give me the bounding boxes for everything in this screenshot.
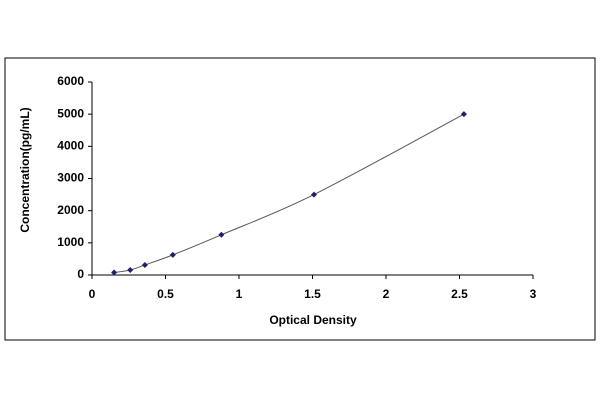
- point: [460, 111, 467, 118]
- x-tick-label: 0.5: [157, 287, 174, 301]
- y-tick-label: 0: [77, 267, 84, 281]
- point: [310, 191, 317, 198]
- point: [127, 266, 134, 273]
- y-axis-label: Concentration(pg/mL): [18, 107, 32, 232]
- y-tick-label: 3000: [57, 171, 84, 185]
- x-tick-label: 1.5: [304, 287, 321, 301]
- chart-border: [4, 57, 596, 341]
- x-tick-label: 3: [530, 287, 537, 301]
- x-tick-label: 1: [236, 287, 243, 301]
- point: [141, 261, 148, 268]
- x-tick-label: 2: [383, 287, 390, 301]
- point: [169, 251, 176, 258]
- y-tick-label: 5000: [57, 106, 84, 120]
- x-axis-label: Optical Density: [269, 313, 357, 327]
- x-tick-label: 2.5: [451, 287, 468, 301]
- y-tick-label: 4000: [57, 139, 84, 153]
- y-tick-label: 2000: [57, 203, 84, 217]
- x-tick-label: 0: [89, 287, 96, 301]
- point: [111, 269, 118, 276]
- y-tick-label: 6000: [57, 74, 84, 88]
- y-tick-label: 1000: [57, 235, 84, 249]
- point: [218, 231, 225, 238]
